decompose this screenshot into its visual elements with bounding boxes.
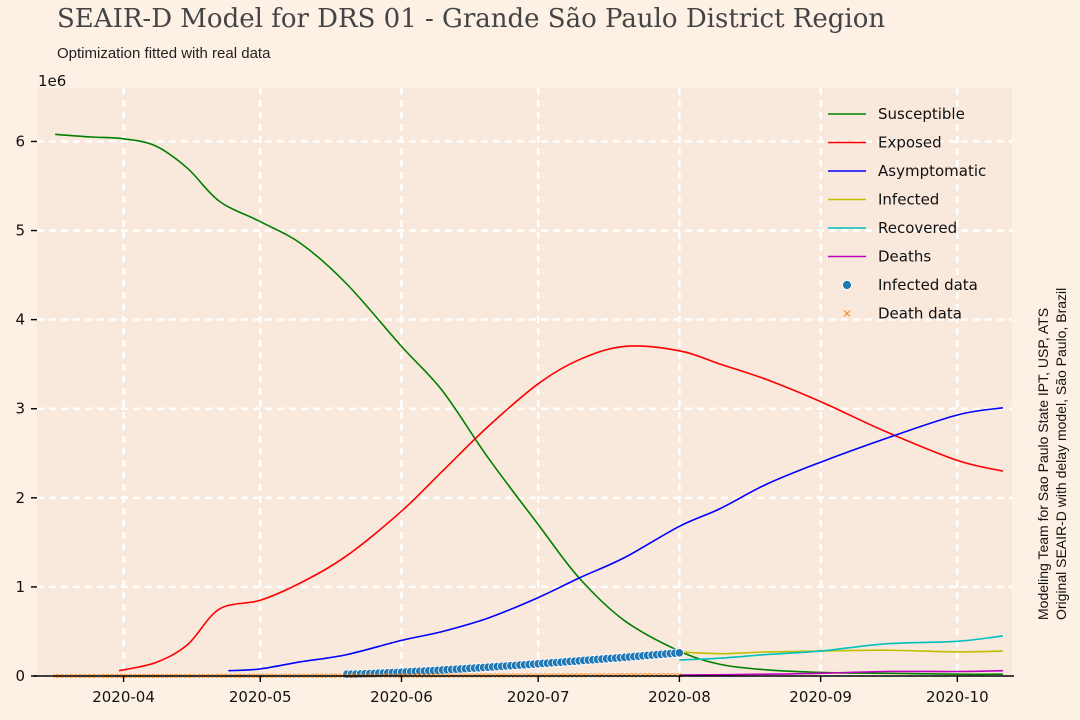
x-tick-label: 2020-10 — [926, 688, 989, 706]
infected-data-point — [674, 648, 685, 658]
y-tick-label: 6 — [15, 132, 25, 150]
series-line-susceptible — [55, 133, 1003, 676]
legend: Susceptible Exposed Asymptomatic Infected Re… — [828, 105, 986, 323]
legend-label: Infected — [878, 191, 939, 209]
y-tick-label: 2 — [15, 489, 25, 507]
legend-item-deaths: Deaths — [828, 248, 931, 266]
legend-label: Recovered — [878, 219, 957, 237]
y-tick-label: 1 — [15, 578, 25, 596]
legend-item-infected-data: Infected data — [842, 276, 978, 294]
x-tick-label: 2020-04 — [92, 688, 155, 706]
x-tick-label: 2020-07 — [507, 688, 570, 706]
x-tick-label: 2020-05 — [229, 688, 292, 706]
series-line-exposed — [118, 345, 1004, 672]
legend-label: Death data — [878, 305, 962, 323]
legend-item-infected: Infected — [828, 191, 939, 209]
y-scale-label: 1e6 — [38, 72, 66, 90]
legend-label: Exposed — [878, 134, 942, 152]
y-tick-label: 4 — [15, 311, 25, 329]
series-line-deaths — [679, 669, 1003, 676]
legend-item-exposed: Exposed — [828, 134, 942, 152]
y-tick-label: 0 — [15, 667, 25, 685]
series-line-asymptomatic — [228, 407, 1004, 672]
legend-label: Susceptible — [878, 105, 965, 123]
axes: 2020-04 2020-05 2020-06 2020-07 2020-08 2020-… — [15, 132, 1014, 706]
x-tick-label: 2020-09 — [789, 688, 852, 706]
legend-swatch — [843, 310, 851, 317]
x-tick-label: 2020-06 — [370, 688, 433, 706]
legend-label: Asymptomatic — [878, 162, 986, 180]
plot-background — [37, 88, 1012, 676]
chart-title: SEAIR-D Model for DRS 01 - Grande São Pa… — [57, 4, 886, 34]
legend-item-susceptible: Susceptible — [828, 105, 965, 123]
legend-item-recovered: Recovered — [828, 219, 957, 237]
chart-subtitle: Optimization fitted with real data — [57, 45, 271, 62]
y-tick-label: 5 — [15, 222, 25, 240]
x-tick-label: 2020-08 — [648, 688, 711, 706]
y-tick-label: 3 — [15, 400, 25, 418]
series-lines — [55, 133, 1004, 676]
legend-label: Deaths — [878, 248, 931, 266]
series-line-recovered — [679, 635, 1003, 661]
legend-label: Infected data — [878, 276, 978, 294]
legend-item-asymptomatic: Asymptomatic — [828, 162, 986, 180]
legend-item-death-data: Death data — [843, 305, 962, 323]
legend-swatch — [842, 280, 852, 290]
